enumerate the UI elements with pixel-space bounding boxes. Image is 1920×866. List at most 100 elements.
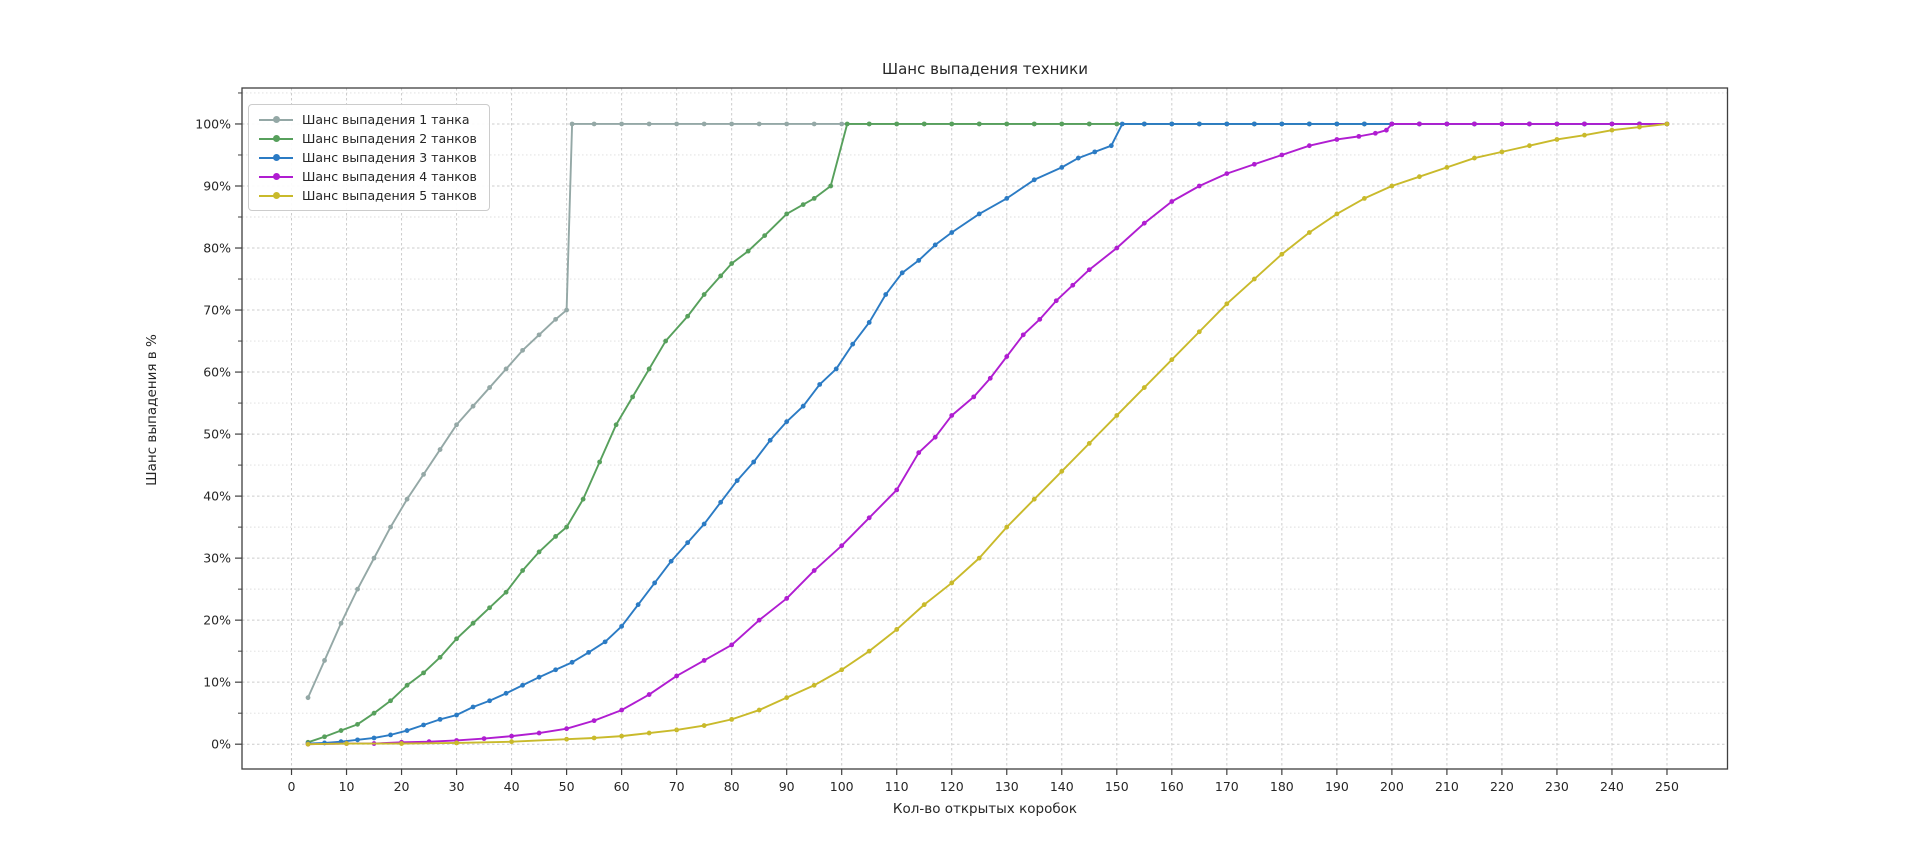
x-tick-label: 30 — [449, 779, 465, 794]
series-marker-3 — [1141, 121, 1147, 127]
series-marker-2 — [470, 620, 476, 626]
series-marker-3 — [701, 521, 707, 527]
series-marker-2 — [597, 459, 603, 465]
x-axis-label: Кол-во открытых коробок — [892, 801, 1078, 817]
series-marker-4 — [1582, 121, 1587, 127]
series-marker-4 — [839, 543, 845, 549]
series-marker-5 — [1114, 413, 1120, 418]
series-marker-4 — [1070, 282, 1076, 288]
series-marker-4 — [564, 726, 570, 732]
series-marker-3 — [371, 735, 377, 741]
series-marker-5 — [564, 736, 570, 742]
series-marker-1 — [470, 403, 476, 409]
series-marker-4 — [591, 718, 597, 724]
series-marker-4 — [756, 617, 762, 623]
series-marker-1 — [646, 121, 652, 127]
series-marker-1 — [454, 422, 459, 428]
legend-line-marker-sample — [259, 169, 293, 184]
series-marker-3 — [619, 623, 625, 629]
x-tick-label: 50 — [559, 779, 575, 794]
series-marker-3 — [1119, 121, 1125, 127]
y-tick-label: 100% — [195, 116, 231, 131]
series-marker-1 — [839, 121, 845, 127]
series-marker-1 — [591, 121, 597, 127]
series-marker-5 — [1169, 357, 1175, 363]
series-marker-1 — [503, 366, 509, 372]
series-marker-4 — [481, 736, 487, 742]
series-marker-3 — [1169, 121, 1175, 127]
series-marker-3 — [454, 712, 459, 718]
series-marker-3 — [734, 478, 740, 483]
legend-line-marker-sample — [259, 150, 293, 165]
series-marker-3 — [1251, 121, 1257, 127]
series-marker-4 — [916, 450, 922, 456]
series-marker-3 — [1108, 143, 1114, 149]
series-marker-5 — [454, 740, 459, 746]
x-tick-label: 190 — [1325, 779, 1349, 794]
series-marker-2 — [866, 121, 872, 127]
series-marker-2 — [437, 654, 443, 660]
x-tick-label: 120 — [940, 779, 964, 794]
series-marker-3 — [536, 674, 542, 680]
x-tick-label: 80 — [724, 779, 740, 794]
series-marker-5 — [1472, 155, 1477, 161]
series-marker-1 — [338, 620, 344, 626]
series-marker-4 — [894, 487, 900, 493]
series-marker-3 — [404, 728, 410, 733]
series-marker-1 — [487, 385, 492, 390]
series-marker-2 — [580, 496, 586, 502]
series-marker-1 — [371, 555, 377, 561]
x-tick-label: 90 — [779, 779, 795, 794]
series-marker-4 — [1114, 245, 1120, 251]
series-marker-5 — [1637, 124, 1642, 130]
series-marker-5 — [1554, 137, 1560, 142]
series-marker-5 — [1664, 121, 1670, 127]
series-line-4 — [308, 123, 1667, 746]
series-marker-2 — [685, 313, 691, 319]
series-marker-3 — [1361, 121, 1367, 127]
series-marker-2 — [646, 366, 652, 372]
series-marker-3 — [586, 649, 592, 655]
legend-line-marker-sample — [259, 188, 293, 203]
series-marker-1 — [756, 121, 762, 127]
series-marker-4 — [1224, 171, 1230, 176]
series-marker-4 — [866, 515, 872, 521]
series-marker-2 — [487, 605, 492, 611]
series-marker-4 — [1416, 121, 1422, 127]
series-marker-1 — [784, 121, 790, 127]
series-marker-3 — [1075, 155, 1081, 161]
series-marker-2 — [421, 670, 426, 676]
series-marker-5 — [784, 695, 790, 701]
series-marker-1 — [564, 307, 570, 313]
x-tick-label: 0 — [288, 779, 296, 794]
y-tick-label: 80% — [203, 241, 231, 256]
series-marker-3 — [916, 258, 922, 263]
y-tick-label: 60% — [203, 365, 231, 380]
chart-title: Шанс выпадения техники — [882, 60, 1088, 78]
x-tick-label: 210 — [1435, 779, 1459, 794]
series-marker-3 — [437, 716, 443, 722]
legend-item-2: Шанс выпадения 2 танков — [259, 131, 477, 146]
series-marker-5 — [399, 741, 404, 746]
x-tick-label: 230 — [1545, 779, 1569, 794]
series-marker-5 — [839, 667, 845, 673]
x-tick-label: 250 — [1655, 779, 1679, 794]
series-marker-5 — [811, 682, 817, 688]
series-marker-3 — [503, 690, 509, 696]
series-marker-5 — [894, 627, 900, 632]
series-marker-1 — [569, 121, 575, 127]
series-marker-3 — [866, 320, 872, 325]
y-axis-label: Шанс выпадения в % — [144, 334, 160, 486]
series-marker-2 — [800, 202, 806, 208]
series-marker-5 — [1389, 183, 1395, 189]
series-marker-3 — [1059, 164, 1065, 170]
series-marker-5 — [674, 727, 680, 733]
series-marker-5 — [1224, 301, 1230, 307]
series-marker-4 — [1472, 121, 1477, 127]
series-marker-2 — [503, 589, 509, 595]
series-marker-3 — [833, 366, 839, 372]
series-marker-3 — [355, 737, 360, 743]
x-tick-label: 180 — [1270, 779, 1294, 794]
y-tick-label: 50% — [203, 427, 231, 442]
series-marker-3 — [751, 459, 757, 465]
